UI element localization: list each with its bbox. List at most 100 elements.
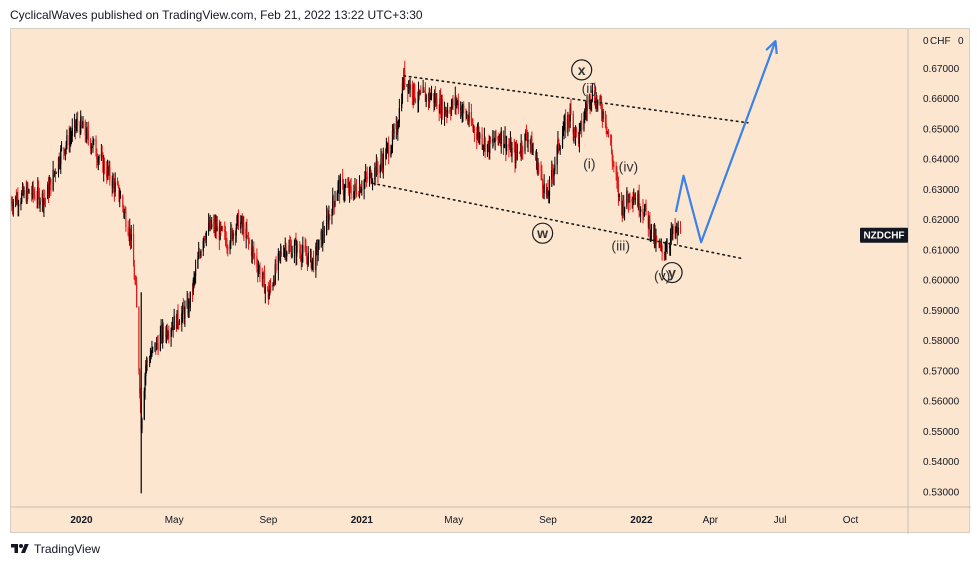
- candle-body: [202, 240, 204, 251]
- wave-label[interactable]: (iii): [611, 237, 630, 253]
- wave-label[interactable]: x: [578, 62, 586, 78]
- candle-body: [119, 196, 122, 199]
- candle-body: [440, 98, 443, 115]
- candle-body: [473, 127, 475, 129]
- candle-body: [375, 167, 377, 177]
- candle-body: [184, 306, 186, 319]
- candle-body: [627, 199, 630, 203]
- candle-body: [165, 334, 167, 337]
- candle-body: [443, 107, 446, 117]
- candle-body: [138, 307, 140, 372]
- wave-label-circle: [661, 261, 683, 284]
- candle-body: [234, 232, 237, 236]
- currency-label-suffix: 0: [958, 36, 964, 47]
- wave-label[interactable]: (iv): [619, 159, 638, 175]
- candle-body: [44, 198, 46, 200]
- candle-body: [620, 193, 623, 206]
- candle-body: [155, 340, 158, 351]
- candle-body: [309, 251, 312, 253]
- candle-body: [471, 123, 473, 125]
- candle-body: [525, 132, 527, 134]
- candle-body: [160, 327, 162, 334]
- wave-label[interactable]: (ii): [582, 80, 598, 96]
- candle-body: [548, 179, 551, 196]
- candle-body: [237, 213, 239, 218]
- candle-body: [395, 123, 397, 129]
- candle-body: [37, 187, 40, 192]
- candle-body: [532, 149, 534, 155]
- candle-body: [552, 173, 554, 177]
- candle-body: [240, 221, 242, 229]
- candle-body: [515, 148, 517, 163]
- candle-body: [508, 144, 510, 148]
- candle-body: [316, 245, 318, 247]
- candle-body: [553, 169, 555, 177]
- candle-body: [296, 243, 298, 257]
- wave-label[interactable]: y: [668, 265, 676, 281]
- candle-body: [430, 95, 432, 100]
- candle-body: [118, 185, 120, 199]
- candle-body: [535, 155, 538, 161]
- candle-body: [331, 214, 333, 216]
- candle-body: [352, 194, 355, 199]
- candle-body: [87, 130, 89, 140]
- price-chart[interactable]: 0.67000 0.66000 0.65000 0.64000 0.63000 0.620…: [11, 29, 971, 534]
- candle-body: [391, 146, 393, 152]
- candle-body: [220, 224, 222, 229]
- x-tick-label: 2021: [351, 515, 374, 526]
- candle-body: [643, 208, 646, 217]
- candle-body: [631, 199, 633, 203]
- candle-body: [484, 138, 486, 152]
- candle-body: [499, 139, 501, 141]
- candle-body: [659, 244, 662, 247]
- candle-body: [407, 84, 410, 92]
- candle-body: [96, 156, 98, 160]
- candle-body: [204, 239, 207, 240]
- candle-body: [542, 189, 544, 194]
- candle-body: [22, 186, 24, 195]
- candle-body: [58, 157, 60, 165]
- candle-body: [574, 129, 576, 137]
- projection-path[interactable]: [674, 40, 777, 244]
- candle-body: [436, 97, 438, 109]
- candle-body: [483, 145, 485, 147]
- candle-body: [205, 231, 207, 240]
- candle-body: [460, 107, 463, 116]
- wave-label[interactable]: w: [536, 225, 548, 241]
- candle-body: [342, 178, 344, 182]
- candle-body: [241, 217, 243, 227]
- chart-panel[interactable]: 0.67000 0.66000 0.65000 0.64000 0.63000 0.620…: [10, 28, 971, 534]
- wave-label-circle: [532, 222, 554, 244]
- candle-body: [193, 276, 195, 280]
- candle-body: [339, 178, 341, 195]
- candle-body: [393, 128, 395, 134]
- tradingview-logo[interactable]: TradingView: [10, 542, 100, 556]
- candle-body: [329, 214, 331, 216]
- candle-body: [581, 121, 583, 130]
- candle-body: [456, 100, 459, 102]
- candle-body: [157, 343, 159, 351]
- candle-body: [427, 95, 430, 101]
- y-tick-label: 0.61000: [923, 245, 960, 256]
- candle-body: [332, 196, 335, 202]
- candle-body: [644, 203, 646, 209]
- candle-body: [204, 236, 206, 240]
- candle-body: [64, 150, 66, 155]
- candle-body: [454, 97, 456, 106]
- candle-body: [225, 239, 227, 247]
- candle-body: [119, 198, 121, 199]
- candle-body: [107, 167, 109, 173]
- candle-body: [665, 251, 667, 253]
- candle-body: [208, 223, 210, 229]
- candle-body: [349, 183, 351, 187]
- candle-body: [208, 223, 210, 232]
- candle-body: [465, 109, 467, 118]
- wave-label[interactable]: (i): [583, 156, 595, 172]
- candle-body: [307, 252, 309, 265]
- candle-body: [637, 194, 639, 207]
- candle-body: [68, 135, 70, 146]
- candle-body: [268, 292, 270, 300]
- candle-body: [406, 84, 408, 85]
- candle-body: [457, 100, 459, 111]
- candle-body: [59, 164, 61, 166]
